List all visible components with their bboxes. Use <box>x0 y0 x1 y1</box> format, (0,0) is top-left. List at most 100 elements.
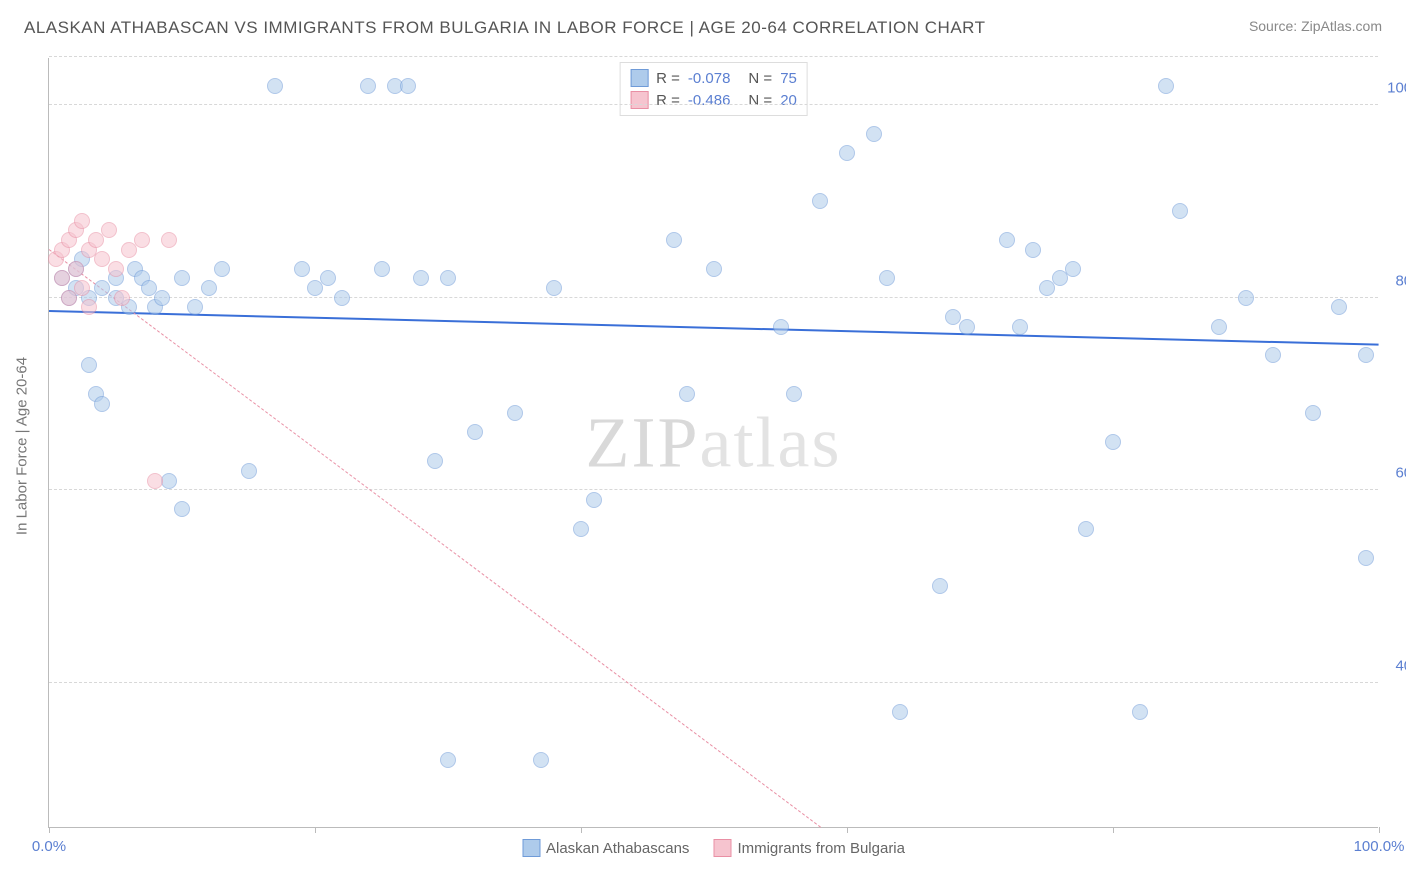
data-point <box>81 299 97 315</box>
data-point <box>154 290 170 306</box>
data-point <box>1305 405 1321 421</box>
chart-header: ALASKAN ATHABASCAN VS IMMIGRANTS FROM BU… <box>0 0 1406 46</box>
y-tick-label: 60.0% <box>1383 465 1406 482</box>
legend-label: Alaskan Athabascans <box>546 840 689 857</box>
data-point <box>786 386 802 402</box>
trend-line-series-1 <box>49 249 821 827</box>
data-point <box>573 521 589 537</box>
legend-n-label: N = <box>748 70 772 87</box>
series-legend: Alaskan Athabascans Immigrants from Bulga… <box>522 839 905 857</box>
data-point <box>108 261 124 277</box>
data-point <box>101 222 117 238</box>
data-point <box>74 280 90 296</box>
legend-row: R = -0.078 N = 75 <box>630 67 797 89</box>
data-point <box>201 280 217 296</box>
data-point <box>1078 521 1094 537</box>
data-point <box>267 78 283 94</box>
y-tick-label: 40.0% <box>1383 657 1406 674</box>
data-point <box>1358 347 1374 363</box>
gridline <box>49 297 1378 298</box>
gridline <box>49 56 1378 57</box>
data-point <box>161 232 177 248</box>
data-point <box>1211 319 1227 335</box>
data-point <box>114 290 130 306</box>
data-point <box>959 319 975 335</box>
legend-label: Immigrants from Bulgaria <box>737 840 905 857</box>
data-point <box>81 357 97 373</box>
data-point <box>866 126 882 142</box>
chart-title: ALASKAN ATHABASCAN VS IMMIGRANTS FROM BU… <box>24 18 986 38</box>
gridline <box>49 489 1378 490</box>
data-point <box>507 405 523 421</box>
data-point <box>1012 319 1028 335</box>
data-point <box>999 232 1015 248</box>
data-point <box>187 299 203 315</box>
data-point <box>467 424 483 440</box>
data-point <box>440 752 456 768</box>
data-point <box>68 261 84 277</box>
x-tick-label: 100.0% <box>1354 838 1405 855</box>
data-point <box>294 261 310 277</box>
data-point <box>147 473 163 489</box>
data-point <box>892 704 908 720</box>
x-tick-label: 0.0% <box>32 838 66 855</box>
data-point <box>586 492 602 508</box>
x-tick <box>315 827 316 833</box>
data-point <box>1132 704 1148 720</box>
data-point <box>1331 299 1347 315</box>
data-point <box>932 578 948 594</box>
data-point <box>241 463 257 479</box>
legend-n-value-1: 20 <box>780 92 797 109</box>
legend-n-label: N = <box>748 92 772 109</box>
data-point <box>440 270 456 286</box>
data-point <box>320 270 336 286</box>
data-point <box>546 280 562 296</box>
x-tick <box>49 827 50 833</box>
x-tick <box>847 827 848 833</box>
trend-line-series-0 <box>49 310 1379 346</box>
data-point <box>1158 78 1174 94</box>
legend-swatch-series-1 <box>630 91 648 109</box>
legend-item: Alaskan Athabascans <box>522 839 689 857</box>
data-point <box>174 501 190 517</box>
gridline <box>49 682 1378 683</box>
data-point <box>374 261 390 277</box>
legend-swatch-series-0 <box>630 69 648 87</box>
data-point <box>879 270 895 286</box>
data-point <box>1238 290 1254 306</box>
legend-item: Immigrants from Bulgaria <box>713 839 905 857</box>
data-point <box>839 145 855 161</box>
watermark: ZIPatlas <box>586 401 842 484</box>
data-point <box>1065 261 1081 277</box>
gridline <box>49 104 1378 105</box>
data-point <box>773 319 789 335</box>
y-tick-label: 100.0% <box>1383 80 1406 97</box>
correlation-legend: R = -0.078 N = 75 R = -0.486 N = 20 <box>619 62 808 116</box>
data-point <box>666 232 682 248</box>
data-point <box>334 290 350 306</box>
data-point <box>533 752 549 768</box>
legend-r-value-0: -0.078 <box>688 70 731 87</box>
data-point <box>1025 242 1041 258</box>
data-point <box>134 232 150 248</box>
data-point <box>413 270 429 286</box>
legend-r-label: R = <box>656 70 680 87</box>
data-point <box>1172 203 1188 219</box>
legend-r-label: R = <box>656 92 680 109</box>
legend-r-value-1: -0.486 <box>688 92 731 109</box>
data-point <box>706 261 722 277</box>
legend-row: R = -0.486 N = 20 <box>630 89 797 111</box>
data-point <box>214 261 230 277</box>
legend-n-value-0: 75 <box>780 70 797 87</box>
data-point <box>1105 434 1121 450</box>
legend-swatch <box>522 839 540 857</box>
data-point <box>427 453 443 469</box>
data-point <box>174 270 190 286</box>
data-point <box>812 193 828 209</box>
source-attribution: Source: ZipAtlas.com <box>1249 18 1382 34</box>
data-point <box>1358 550 1374 566</box>
x-tick <box>1113 827 1114 833</box>
scatter-chart: ZIPatlas R = -0.078 N = 75 R = -0.486 N … <box>48 58 1378 828</box>
x-tick <box>581 827 582 833</box>
x-tick <box>1379 827 1380 833</box>
